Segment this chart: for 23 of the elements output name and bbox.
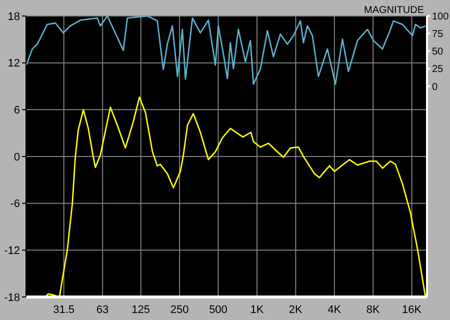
y-tick-label: -6 [10,198,20,210]
x-tick-label: 2K [288,304,304,316]
x-tick-label: 31.5 [53,304,75,316]
y2-tick-label: 50 [432,46,444,58]
y2-tick-label: 100 [432,12,450,23]
x-tick-label: 8K [366,304,380,316]
y-tick-label: -12 [4,245,20,258]
x-tick-label: 250 [170,304,189,316]
x-tick-label: 16K [402,304,422,316]
x-tick-label: 125 [132,304,150,316]
y-tick-label: 12 [8,58,20,70]
x-tick-label: 63 [96,304,109,316]
y-tick-label: -18 [4,292,20,304]
y2-tick-label: 25 [432,64,444,76]
x-tick-label: 1K [250,304,264,316]
x-tick-label: 4K [328,304,342,316]
y-tick-label: 6 [14,104,20,117]
y-tick-label: 0 [14,151,20,164]
y2-tick-label: 0 [432,82,438,93]
y-tick-label: 18 [8,10,20,23]
y2-tick-label: 75 [432,29,444,40]
x-tick-label: 500 [209,304,228,316]
y2-axis-title: MAGNITUDE [364,5,424,16]
